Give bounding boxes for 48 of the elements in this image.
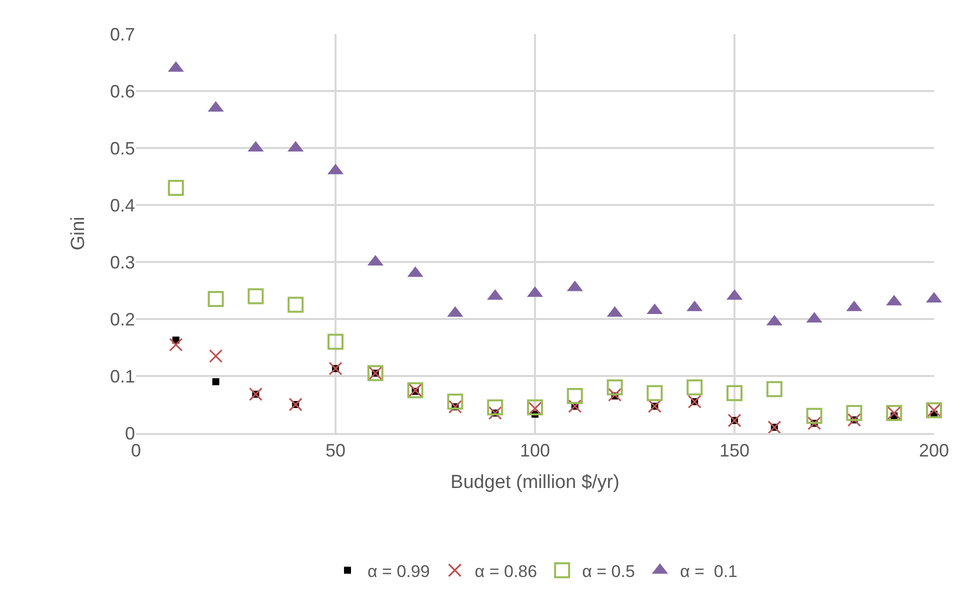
point [608,388,622,402]
point [447,394,464,410]
y-tick-label: 0.3 [110,252,135,272]
point [487,399,504,416]
point [728,414,742,428]
legend-label: α = 0.86 [474,562,538,581]
point [288,296,304,313]
x-tick-label: 200 [918,440,950,461]
y-tick-label: 0.7 [110,24,135,44]
point [328,362,342,376]
legend-label: α = 0.5 [582,562,635,581]
point [846,405,862,422]
y-tick-label: 0.5 [110,138,135,158]
y-tick-label: 0.6 [110,81,135,102]
point [688,394,702,408]
point [847,413,861,427]
point [606,379,623,396]
point [646,385,663,402]
point [566,388,583,404]
point [169,338,183,352]
point [686,379,703,396]
y-tick-label: 0 [124,423,135,444]
point [248,387,262,402]
point [806,408,822,424]
point [648,399,662,414]
point [288,398,302,412]
x-tick-label: 50 [325,440,346,461]
y-tick-label: 0.2 [110,309,135,330]
point [448,400,462,414]
point [568,399,582,414]
legend-label: α = 0.99 [368,562,430,581]
point [768,420,782,434]
legend-label: α = 0.1 [680,562,738,581]
y-tick-label: 0.4 [110,195,135,216]
point [766,381,782,398]
point [209,349,223,363]
y-axis-title: Gini [68,216,89,250]
point [808,416,822,430]
x-tick-label: 150 [719,440,750,461]
point [208,291,224,308]
point [726,385,742,402]
x-axis-title: Budget (million $/yr) [450,472,620,493]
point [488,406,502,420]
point [248,288,264,304]
y-tick-label: 0.1 [110,366,135,386]
x-tick-label: 100 [520,440,550,461]
point [328,334,344,350]
point [212,378,220,386]
